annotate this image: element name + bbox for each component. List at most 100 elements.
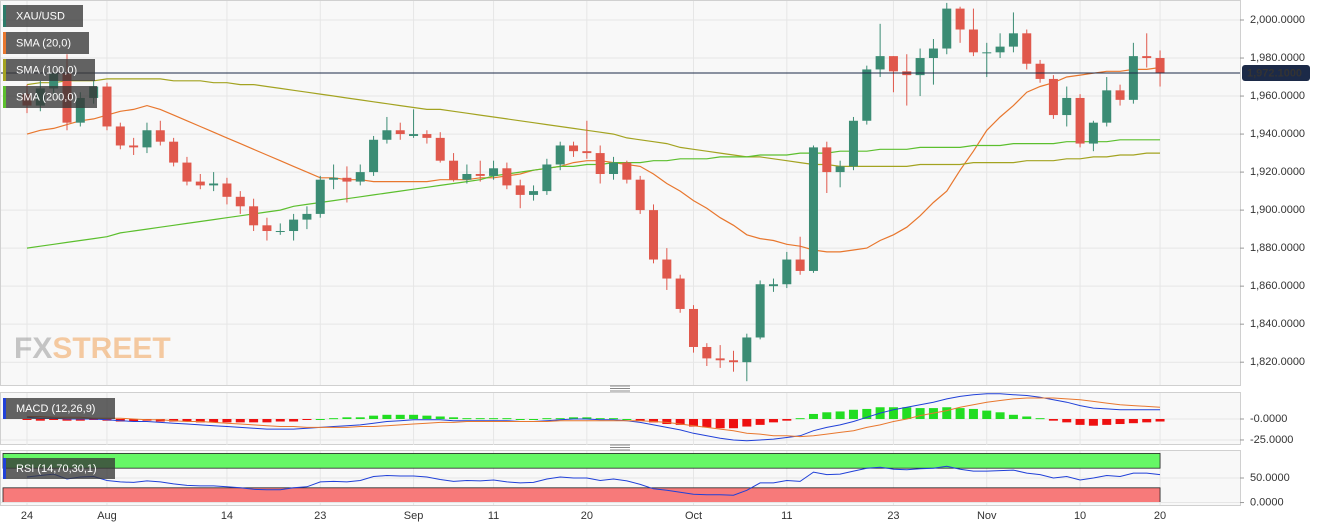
macd-histogram-bar <box>275 419 285 422</box>
y-tick-label: 1,880.0000 <box>1250 242 1305 254</box>
macd-histogram-bar <box>489 418 499 420</box>
macd-histogram-bar <box>355 417 365 419</box>
macd-histogram-bar <box>782 419 792 421</box>
candle-body <box>1115 90 1125 100</box>
macd-histogram-bar <box>968 408 978 419</box>
macd-histogram-bar <box>768 419 778 423</box>
candle-body <box>835 166 845 173</box>
macd-histogram-bar <box>1008 414 1018 419</box>
legend-label: MACD (12,26,9) <box>16 403 95 415</box>
macd-histogram-bar <box>449 417 459 419</box>
macd-histogram-bar <box>1035 418 1045 420</box>
macd-histogram-bar <box>475 418 485 420</box>
sma-line <box>26 139 1160 249</box>
y-tick-label: 1,820.0000 <box>1250 356 1305 368</box>
candle-body <box>1008 33 1018 47</box>
macd-histogram-bar <box>622 419 632 420</box>
macd-histogram-bar <box>848 409 858 419</box>
macd-histogram-bar <box>755 419 765 425</box>
candle-body <box>635 179 645 211</box>
macd-histogram-bar <box>382 414 392 419</box>
macd-histogram-bar <box>422 415 432 419</box>
macd-histogram-bar <box>395 414 405 419</box>
legend-swatch <box>3 5 6 27</box>
candle-body <box>435 137 445 161</box>
macd-histogram-bar <box>529 419 539 420</box>
macd-histogram-bar <box>1128 419 1138 424</box>
candle-body <box>702 346 712 359</box>
macd-histogram-bar <box>995 412 1005 419</box>
candle-body <box>449 160 459 180</box>
candle-body <box>1142 56 1152 59</box>
candle-body <box>115 126 125 146</box>
candle-body <box>555 145 565 165</box>
candle-body <box>662 259 672 279</box>
macd-histogram-bar <box>635 419 645 421</box>
legend-swatch <box>3 458 6 479</box>
legend-label: SMA (20,0) <box>16 37 71 49</box>
y-tick-label: 1,940.0000 <box>1250 128 1305 140</box>
macd-histogram-bar <box>1062 419 1072 423</box>
macd-histogram-bar <box>222 419 232 423</box>
legend-box <box>3 32 89 54</box>
macd-histogram-bar <box>329 418 339 420</box>
candle-body <box>249 206 259 226</box>
macd-histogram-bar <box>942 407 952 419</box>
y-tick-label: 1,860.0000 <box>1250 280 1305 292</box>
macd-histogram-bar <box>662 419 672 425</box>
macd-histogram-bar <box>129 419 139 422</box>
y-tick-label: -0.0000 <box>1250 413 1287 425</box>
macd-histogram-bar <box>902 407 912 419</box>
candle-body <box>1088 122 1098 144</box>
panel-handle <box>610 385 630 451</box>
macd-histogram-bar <box>342 417 352 419</box>
candle-body <box>182 162 192 182</box>
macd-histogram-bar <box>1048 419 1058 421</box>
macd-histogram-bar <box>209 419 219 423</box>
macd-histogram-bar <box>369 415 379 419</box>
x-tick-label: 23 <box>887 510 899 522</box>
candle-body <box>609 162 619 174</box>
legend-box <box>3 398 115 419</box>
macd-line <box>27 397 1161 438</box>
macd-histogram-bar <box>262 419 272 423</box>
legend-swatch <box>3 398 6 419</box>
candle-body <box>222 183 232 197</box>
candle-body <box>715 358 725 361</box>
macd-histogram-bar <box>462 418 472 420</box>
candle-body <box>542 164 552 192</box>
y-tick-label: 1,840.0000 <box>1250 318 1305 330</box>
macd-histogram-bar <box>675 419 685 425</box>
macd-histogram-bar <box>795 418 805 420</box>
sma-line <box>26 78 1160 167</box>
candle-body <box>742 337 752 363</box>
candle-body <box>209 183 219 186</box>
candle-body <box>262 225 272 232</box>
candle-body <box>315 179 325 214</box>
legend-box <box>3 59 95 81</box>
x-tick-label: 11 <box>488 510 499 522</box>
macd-histogram-bar <box>702 419 712 428</box>
macd-histogram-bar <box>35 419 45 421</box>
macd-histogram-bar <box>742 419 752 427</box>
candle-body <box>782 259 792 285</box>
legend-swatch <box>3 59 6 81</box>
candle-body <box>102 86 112 127</box>
watermark: FXSTREET <box>14 332 171 365</box>
y-tick-label: 1,960.0000 <box>1250 90 1305 102</box>
candle-body <box>968 29 978 53</box>
x-tick-label: 23 <box>314 510 326 522</box>
candle-body <box>462 173 472 180</box>
x-tick-label: Oct <box>685 510 702 522</box>
candle-body <box>675 278 685 309</box>
x-tick-label: 10 <box>1074 510 1086 522</box>
legend-label: SMA (100,0) <box>16 64 77 76</box>
macd-histogram-bar <box>728 419 738 429</box>
macd-histogram-bar <box>862 408 872 419</box>
macd-histogram-bar <box>542 418 552 420</box>
y-tick-label: 1,980.0000 <box>1250 52 1305 64</box>
candle-body <box>728 360 738 363</box>
macd-histogram-bar <box>808 413 818 419</box>
macd-histogram-bar <box>1142 419 1152 423</box>
